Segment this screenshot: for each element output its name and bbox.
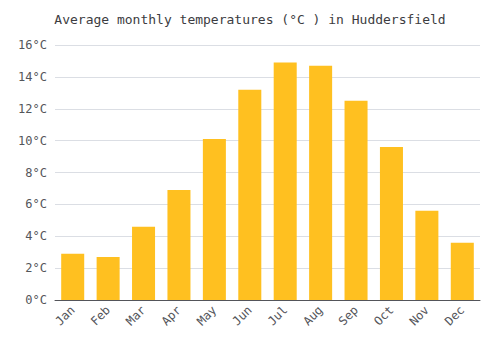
svg-text:Mar: Mar [123,303,148,328]
svg-text:Average monthly temperatures (: Average monthly temperatures (°C ) in Hu… [54,12,445,27]
svg-text:Jul: Jul [265,303,290,328]
svg-text:10°C: 10°C [18,134,47,148]
svg-text:14°C: 14°C [18,70,47,84]
svg-text:Apr: Apr [159,303,184,328]
svg-text:2°C: 2°C [25,261,47,275]
svg-text:4°C: 4°C [25,229,47,243]
svg-text:Oct: Oct [371,303,396,328]
svg-text:Feb: Feb [88,303,113,328]
svg-text:16°C: 16°C [18,38,47,52]
svg-text:Jun: Jun [230,303,255,328]
svg-text:Aug: Aug [300,303,325,328]
svg-text:Nov: Nov [407,303,432,328]
svg-text:Jan: Jan [52,303,77,328]
svg-text:Dec: Dec [442,303,467,328]
svg-text:8°C: 8°C [25,166,47,180]
svg-text:Sep: Sep [336,303,361,328]
svg-text:6°C: 6°C [25,197,47,211]
svg-text:12°C: 12°C [18,102,47,116]
svg-text:0°C: 0°C [25,293,47,307]
svg-text:May: May [194,303,219,328]
